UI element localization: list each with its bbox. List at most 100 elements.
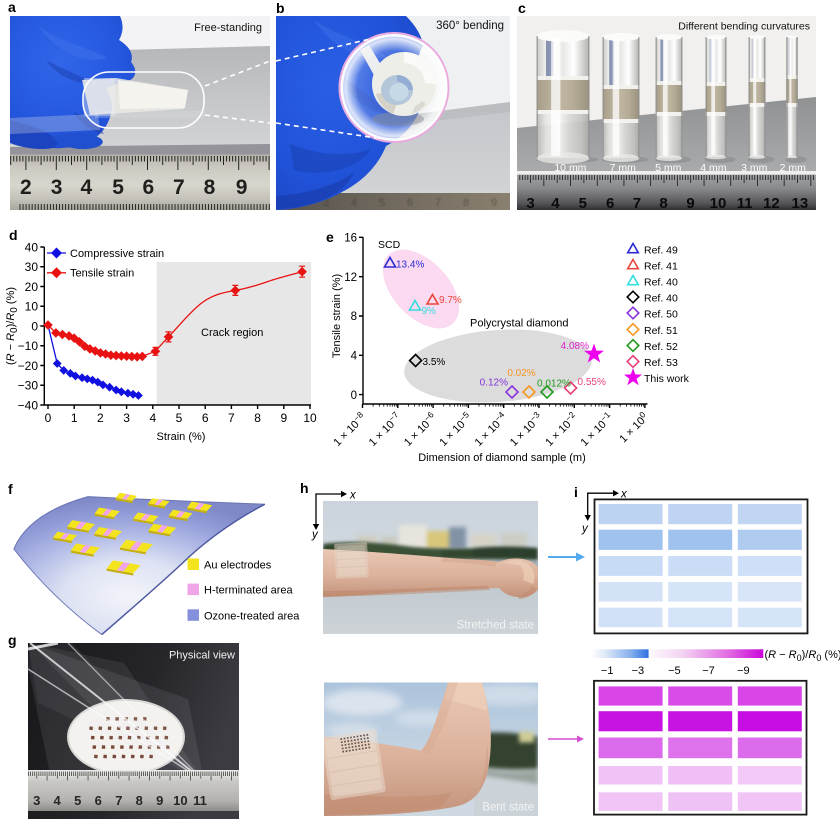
svg-text:Ref. 50: Ref. 50 [644,309,678,321]
svg-text:Ref. 40: Ref. 40 [644,293,678,305]
svg-text:4.08%: 4.08% [561,341,589,352]
svg-text:4 mm: 4 mm [700,162,727,174]
svg-text:8: 8 [659,195,667,210]
svg-text:9: 9 [491,197,497,209]
svg-text:9: 9 [156,793,163,808]
svg-text:3: 3 [526,195,534,210]
svg-text:y: y [311,529,319,541]
svg-text:40: 40 [25,241,39,255]
svg-text:8: 8 [351,311,357,323]
svg-text:Ref. 51: Ref. 51 [644,325,678,337]
svg-text:x: x [620,489,628,501]
svg-text:−9: −9 [737,665,750,677]
svg-text:6: 6 [606,195,614,210]
svg-text:0.012%: 0.012% [537,379,571,390]
svg-text:Different bending curvatures: Different bending curvatures [678,21,810,33]
svg-text:1 × 100: 1 × 100 [615,409,651,445]
svg-text:2: 2 [97,411,104,425]
svg-text:Tensile strain: Tensile strain [70,268,134,280]
svg-text:4: 4 [53,793,61,808]
svg-text:Ref. 49: Ref. 49 [644,245,678,257]
svg-text:4: 4 [351,197,357,209]
svg-text:11: 11 [737,195,753,210]
svg-text:4: 4 [551,195,560,210]
svg-text:Compressive strain: Compressive strain [70,248,164,260]
svg-text:Ozone-treated area: Ozone-treated area [204,610,300,622]
svg-text:Crack region: Crack region [201,327,263,339]
svg-text:11: 11 [193,793,207,808]
svg-text:3: 3 [33,793,40,808]
svg-text:9: 9 [236,176,248,199]
svg-text:−7: −7 [702,665,715,677]
svg-text:1 × 10−6: 1 × 10−6 [400,409,439,448]
svg-text:SCD: SCD [378,239,401,251]
svg-text:20: 20 [25,280,39,294]
svg-text:4: 4 [149,411,156,425]
svg-text:8: 8 [254,411,261,425]
svg-text:7: 7 [173,176,185,199]
svg-text:y: y [581,523,589,535]
svg-text:4: 4 [80,176,92,199]
svg-text:H-terminated area: H-terminated area [204,585,294,597]
svg-text:8: 8 [463,197,469,209]
svg-text:2 mm: 2 mm [780,162,807,174]
svg-text:Au electrodes: Au electrodes [204,560,272,572]
svg-text:−20: −20 [18,359,39,373]
svg-text:1 × 10−1: 1 × 10−1 [576,409,615,448]
svg-text:1: 1 [71,411,78,425]
svg-text:−3: −3 [632,665,645,677]
svg-text:(R − R0)/R0 (%): (R − R0)/R0 (%) [765,649,840,663]
svg-text:Ref. 53: Ref. 53 [644,357,678,369]
svg-text:Ref. 52: Ref. 52 [644,341,678,353]
svg-text:360° bending: 360° bending [436,20,504,32]
svg-text:1 × 10−4: 1 × 10−4 [471,409,510,448]
svg-text:Strain (%): Strain (%) [157,431,206,443]
svg-text:3: 3 [51,176,63,199]
svg-text:9: 9 [280,411,287,425]
svg-text:3.5%: 3.5% [423,357,446,368]
svg-text:1 × 10−2: 1 × 10−2 [541,409,580,448]
svg-text:10: 10 [710,195,727,210]
svg-text:5: 5 [74,793,81,808]
svg-text:Polycrystal diamond: Polycrystal diamond [470,318,568,330]
svg-text:1 × 10−8: 1 × 10−8 [330,409,369,448]
svg-text:5: 5 [579,195,587,210]
svg-text:12: 12 [344,272,357,284]
svg-text:5: 5 [176,411,183,425]
svg-text:0: 0 [45,411,52,425]
svg-text:13.4%: 13.4% [396,260,424,271]
svg-text:7: 7 [228,411,235,425]
svg-text:Free-standing: Free-standing [194,22,262,34]
svg-text:5: 5 [112,176,124,199]
svg-text:−1: −1 [601,665,614,677]
svg-text:−5: −5 [668,665,681,677]
svg-text:0.55%: 0.55% [578,377,606,388]
svg-text:1 × 10−3: 1 × 10−3 [506,409,545,448]
svg-text:Dimension of diamond sample (m: Dimension of diamond sample (m) [418,452,586,464]
svg-text:10 mm: 10 mm [554,162,586,174]
svg-text:30: 30 [25,260,39,274]
svg-text:8: 8 [136,793,143,808]
svg-text:1 × 10−7: 1 × 10−7 [365,409,404,448]
svg-text:10: 10 [173,793,187,808]
svg-text:10: 10 [303,411,317,425]
svg-text:9%: 9% [422,306,437,317]
svg-text:0.02%: 0.02% [507,368,535,379]
svg-text:6: 6 [202,411,209,425]
svg-text:Bent state: Bent state [482,802,534,814]
svg-text:(R − R0)/R0 (%): (R − R0)/R0 (%) [5,287,20,365]
svg-text:4: 4 [351,351,358,363]
svg-text:12: 12 [763,195,780,210]
svg-text:3: 3 [323,197,329,209]
svg-text:0: 0 [351,390,357,402]
svg-text:0: 0 [31,319,38,333]
svg-text:Ref. 41: Ref. 41 [644,261,678,273]
svg-text:10: 10 [25,300,39,314]
svg-text:9: 9 [686,195,694,210]
svg-text:This work: This work [644,373,690,385]
svg-text:−10: −10 [18,339,39,353]
svg-text:x: x [349,490,357,502]
svg-text:7: 7 [633,195,641,210]
svg-text:3: 3 [123,411,130,425]
svg-text:6: 6 [407,197,413,209]
